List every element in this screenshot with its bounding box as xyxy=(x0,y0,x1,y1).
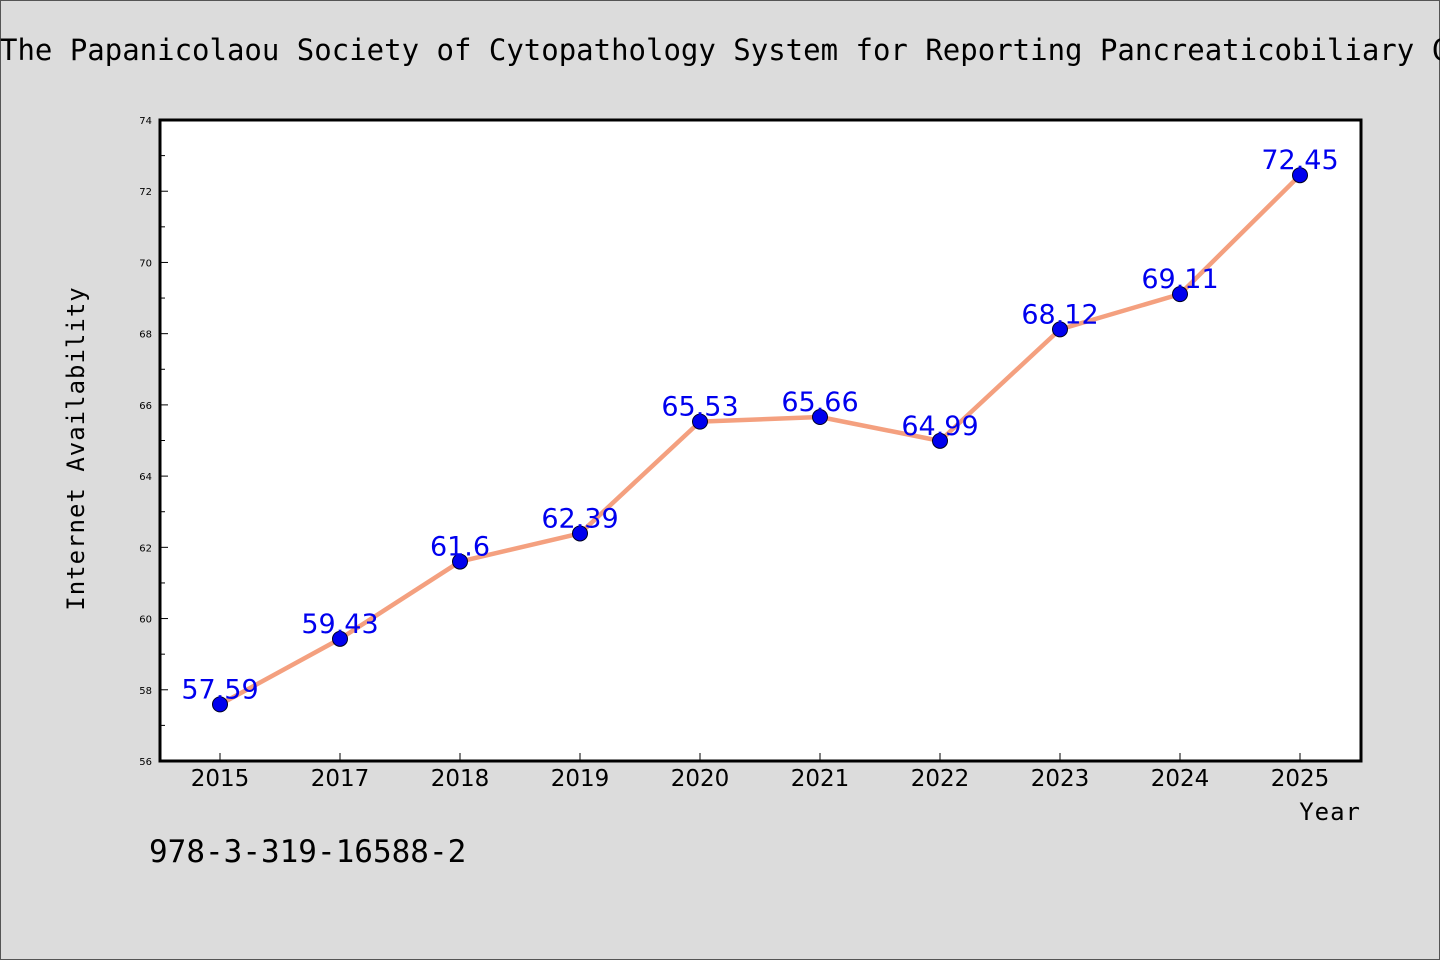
data-point xyxy=(1292,167,1308,184)
data-label: 61.6 xyxy=(430,532,490,563)
x-tick-label: 2015 xyxy=(191,766,250,792)
plot-border xyxy=(158,118,1363,763)
x-tick-label: 2023 xyxy=(1031,766,1090,792)
x-tick-label: 2022 xyxy=(911,766,970,792)
x-axis-label: Year xyxy=(1299,798,1361,826)
data-label: 65.53 xyxy=(661,392,738,423)
y-tick-label: 58 xyxy=(139,686,152,697)
data-label: 59.43 xyxy=(301,609,378,640)
data-point xyxy=(332,630,348,647)
footer-text: 978-3-319-16588-2 xyxy=(149,834,467,870)
y-tick-label: 74 xyxy=(139,116,152,127)
y-tick-label: 56 xyxy=(139,757,152,768)
data-point xyxy=(692,413,708,430)
data-label: 64.99 xyxy=(901,411,978,442)
y-tick-label: 62 xyxy=(139,543,152,554)
data-label: 69.11 xyxy=(1141,264,1218,295)
data-label: 57.59 xyxy=(181,674,258,705)
x-tick-label: 2021 xyxy=(791,766,850,792)
chart-title: The Papanicolaou Society of Cytopatholog… xyxy=(0,33,1440,67)
data-point xyxy=(572,525,588,542)
y-tick-label: 66 xyxy=(139,401,152,412)
y-axis-label: Internet Availability xyxy=(62,286,90,610)
x-tick-label: 2020 xyxy=(671,766,730,792)
data-label: 72.45 xyxy=(1261,145,1338,176)
data-label: 65.66 xyxy=(781,387,858,418)
data-point xyxy=(452,553,468,570)
data-point xyxy=(212,696,228,713)
x-tick-label: 2024 xyxy=(1151,766,1210,792)
data-label: 62.39 xyxy=(541,503,618,534)
data-point xyxy=(1052,321,1068,338)
y-tick-label: 68 xyxy=(139,330,152,341)
data-point xyxy=(1172,286,1188,303)
data-label: 68.12 xyxy=(1021,299,1098,330)
x-tick-label: 2019 xyxy=(551,766,610,792)
series-line xyxy=(217,172,1303,707)
data-point xyxy=(812,408,828,425)
plot-area: 56 58 60 62 64 66 68 70 72 74 2015 2017 2018 2019 2020… xyxy=(62,116,1363,826)
y-tick-label: 60 xyxy=(139,615,152,626)
data-point xyxy=(932,432,948,449)
y-tick-label: 72 xyxy=(139,187,152,198)
y-tick-label: 64 xyxy=(139,472,152,483)
x-tick-label: 2018 xyxy=(431,766,490,792)
x-tick-label: 2017 xyxy=(311,766,370,792)
y-tick-label: 70 xyxy=(139,258,152,269)
x-tick-label: 2025 xyxy=(1271,766,1330,792)
